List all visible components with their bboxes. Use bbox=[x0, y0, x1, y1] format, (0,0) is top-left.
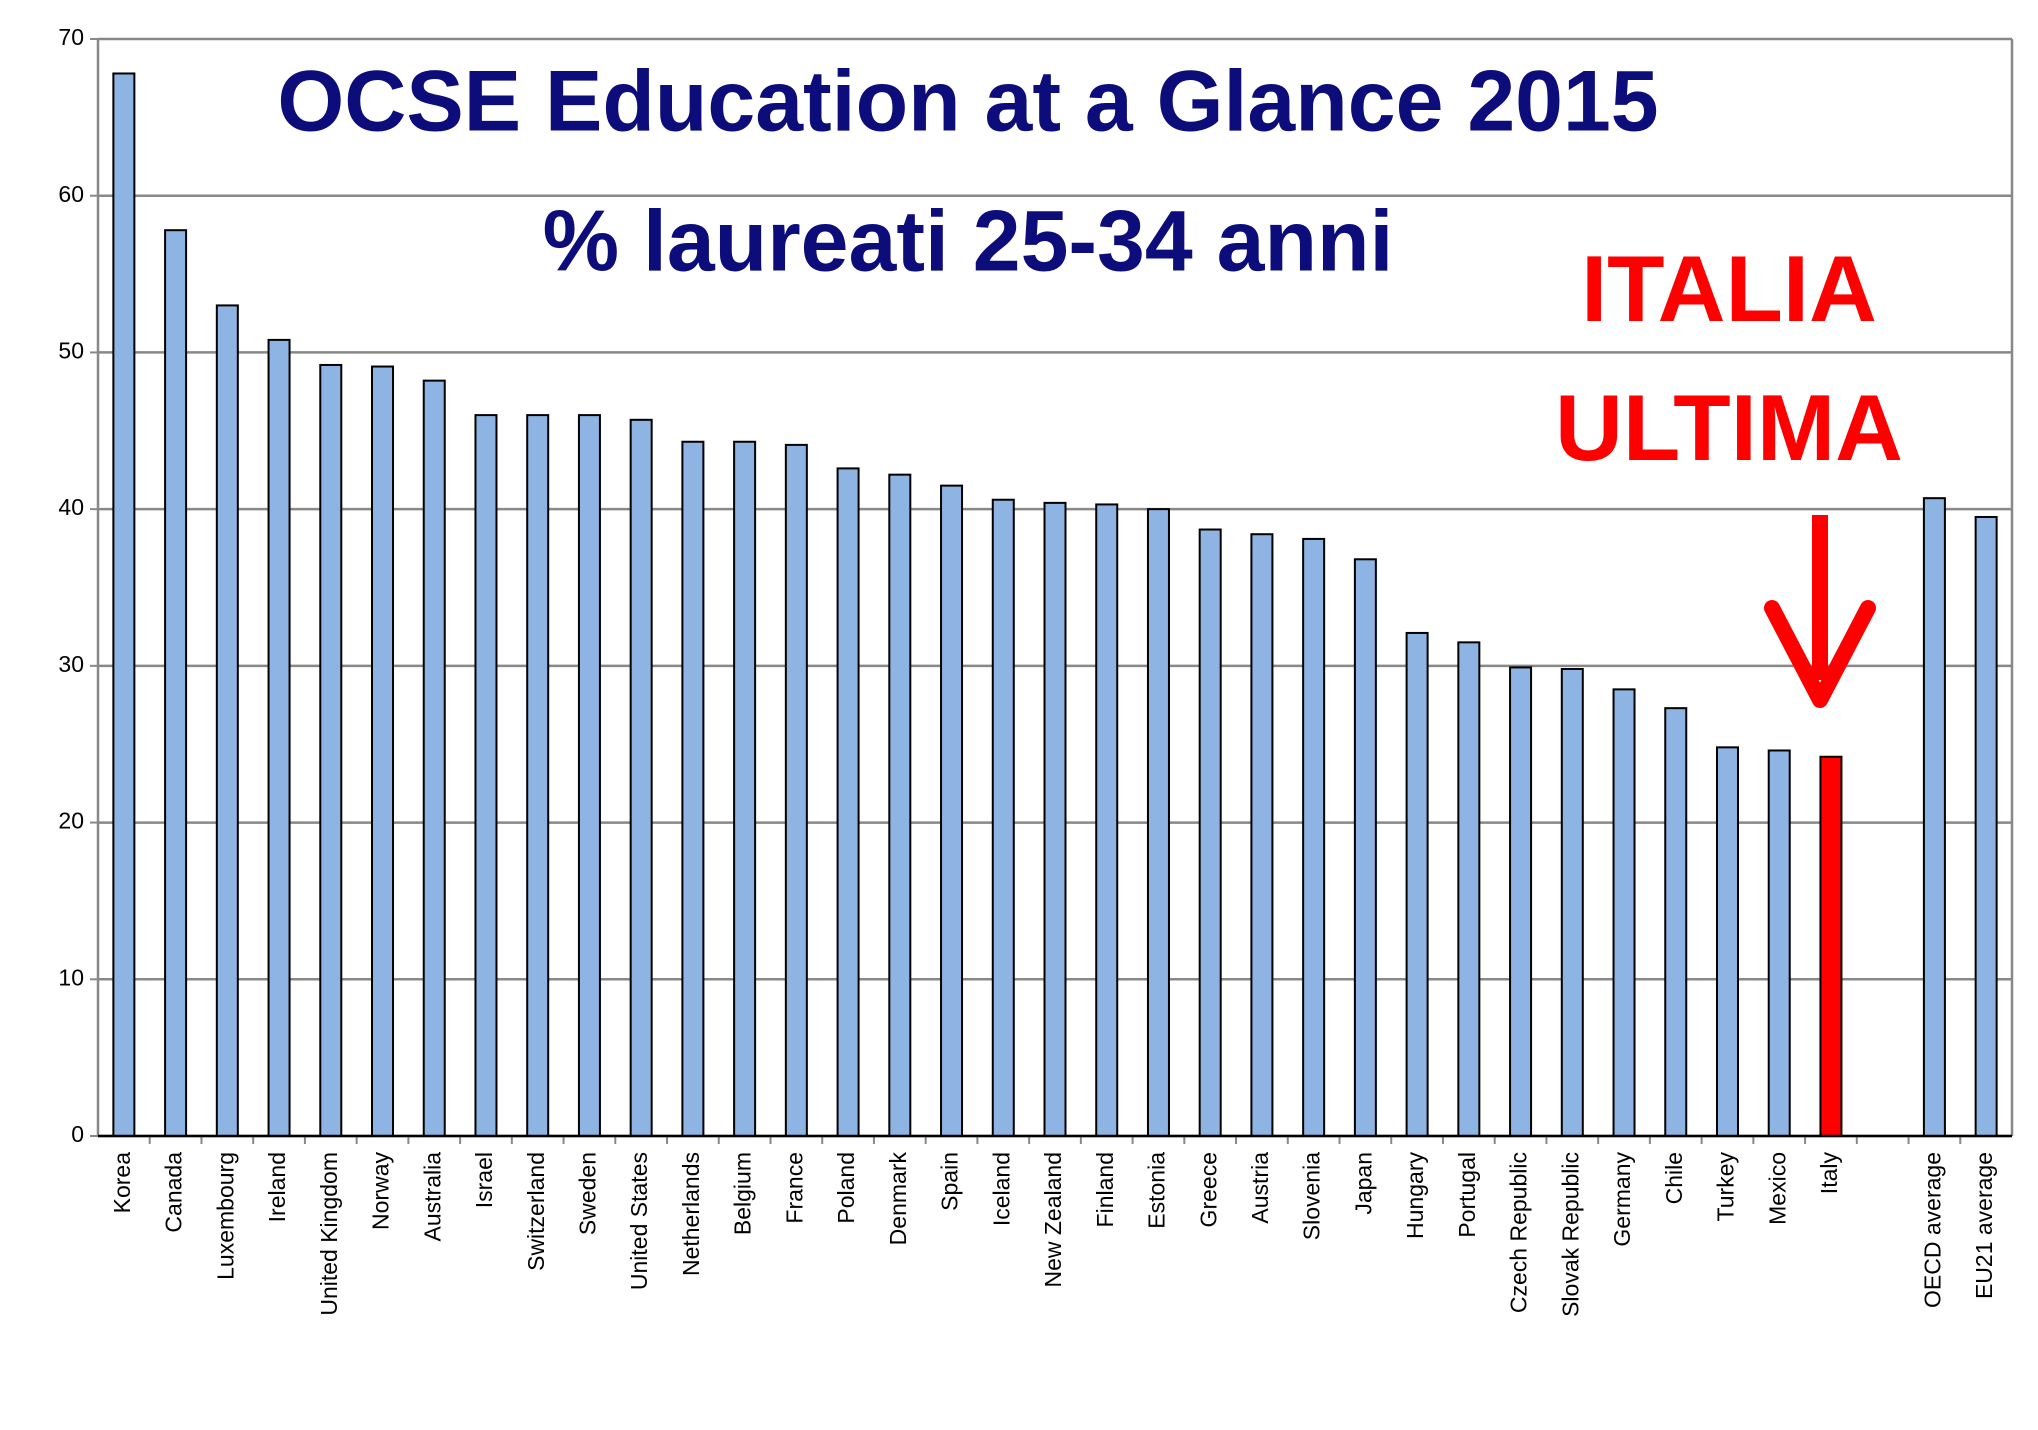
x-tick-label: Sweden bbox=[575, 1152, 601, 1235]
bar bbox=[319, 363, 343, 1138]
x-tick-label: Spain bbox=[937, 1152, 963, 1211]
y-tick-label: 40 bbox=[58, 494, 84, 520]
x-tick-label: Switzerland bbox=[523, 1152, 549, 1271]
bar bbox=[991, 498, 1015, 1137]
bar bbox=[1405, 631, 1429, 1137]
bar bbox=[1974, 515, 1998, 1137]
bar bbox=[784, 443, 808, 1137]
x-tick-label: United Kingdom bbox=[316, 1152, 342, 1316]
x-tick-label: Germany bbox=[1609, 1152, 1635, 1247]
x-tick-label: Slovak Republic bbox=[1557, 1152, 1583, 1317]
annotation: ITALIA bbox=[1581, 236, 1877, 341]
bar bbox=[1819, 755, 1843, 1137]
bar bbox=[888, 473, 912, 1137]
bar bbox=[1715, 746, 1739, 1137]
annotation: ULTIMA bbox=[1555, 375, 1903, 480]
x-tick-label: Poland bbox=[833, 1152, 859, 1224]
bar bbox=[215, 304, 239, 1137]
y-tick-label: 70 bbox=[58, 24, 84, 50]
bar bbox=[1095, 503, 1119, 1138]
x-tick-label: France bbox=[781, 1152, 807, 1224]
bar bbox=[422, 379, 446, 1137]
x-tick-label: United States bbox=[626, 1152, 652, 1290]
bar bbox=[267, 338, 291, 1137]
bar bbox=[1922, 497, 1946, 1137]
x-tick-label: Israel bbox=[471, 1152, 497, 1208]
x-tick-label: Japan bbox=[1350, 1152, 1376, 1215]
x-tick-label: Greece bbox=[1195, 1152, 1221, 1227]
y-tick-label: 60 bbox=[58, 181, 84, 207]
bar bbox=[164, 229, 188, 1138]
bar bbox=[1664, 707, 1688, 1137]
y-tick-label: 20 bbox=[58, 808, 84, 834]
x-tick-label: Turkey bbox=[1713, 1152, 1739, 1222]
x-tick-label: Denmark bbox=[885, 1152, 911, 1246]
y-tick-label: 50 bbox=[58, 338, 84, 364]
x-tick-label: Italy bbox=[1816, 1152, 1842, 1195]
x-tick-label: Portugal bbox=[1454, 1152, 1480, 1238]
x-tick-label: New Zealand bbox=[1040, 1152, 1066, 1288]
x-tick-label: Ireland bbox=[264, 1152, 290, 1222]
bar bbox=[1509, 666, 1533, 1137]
x-tick-label: Belgium bbox=[730, 1152, 756, 1235]
bar bbox=[526, 414, 550, 1138]
x-tick-label: Netherlands bbox=[678, 1152, 704, 1276]
bar bbox=[1560, 667, 1584, 1138]
bar bbox=[1612, 688, 1636, 1137]
y-tick-label: 30 bbox=[58, 651, 84, 677]
bar bbox=[371, 365, 395, 1138]
bar bbox=[1146, 508, 1170, 1137]
x-tick-label: Estonia bbox=[1144, 1152, 1170, 1229]
y-tick-label: 0 bbox=[71, 1121, 84, 1147]
x-tick-label: Luxembourg bbox=[212, 1152, 238, 1280]
plot-area: 0 10 20 30 40 50 60 70 Korea Canada Luxembourg Irel… bbox=[58, 24, 2014, 1317]
bar bbox=[836, 467, 860, 1137]
bar bbox=[733, 440, 757, 1137]
bar bbox=[681, 440, 705, 1137]
x-tick-label: Norway bbox=[368, 1152, 394, 1230]
chart-title: OCSE Education at a Glance 2015 bbox=[277, 54, 1658, 150]
bar bbox=[474, 414, 498, 1138]
x-tick-label: Czech Republic bbox=[1506, 1152, 1532, 1313]
bar bbox=[1353, 558, 1377, 1137]
x-tick-label: Korea bbox=[109, 1152, 135, 1214]
chart-subtitle: % laureati 25-34 anni bbox=[543, 194, 1394, 290]
bar bbox=[1250, 533, 1274, 1137]
x-tick-label: Australia bbox=[419, 1152, 445, 1242]
bar bbox=[1043, 501, 1067, 1138]
arrow-head bbox=[1764, 600, 1876, 708]
x-tick-label: Mexico bbox=[1764, 1152, 1790, 1225]
arrow bbox=[1764, 515, 1876, 708]
bar bbox=[1198, 528, 1222, 1137]
bar bbox=[112, 72, 136, 1137]
x-tick-label: Chile bbox=[1661, 1152, 1687, 1204]
x-tick-label: Canada bbox=[161, 1152, 187, 1233]
x-tick-label: Slovenia bbox=[1299, 1152, 1325, 1240]
x-tick-label: Iceland bbox=[988, 1152, 1014, 1226]
y-tick-label: 10 bbox=[58, 964, 84, 990]
bar bbox=[1767, 749, 1791, 1137]
bar bbox=[577, 414, 601, 1138]
x-tick-label: EU21 average bbox=[1971, 1152, 1997, 1299]
bar bbox=[1457, 641, 1481, 1137]
x-tick-label: Austria bbox=[1247, 1152, 1273, 1224]
x-tick-label: OECD average bbox=[1919, 1152, 1945, 1308]
bar bbox=[629, 418, 653, 1137]
bar bbox=[940, 484, 964, 1137]
x-tick-label: Hungary bbox=[1402, 1152, 1428, 1239]
bar bbox=[1302, 537, 1326, 1137]
x-tick-label: Finland bbox=[1092, 1152, 1118, 1227]
